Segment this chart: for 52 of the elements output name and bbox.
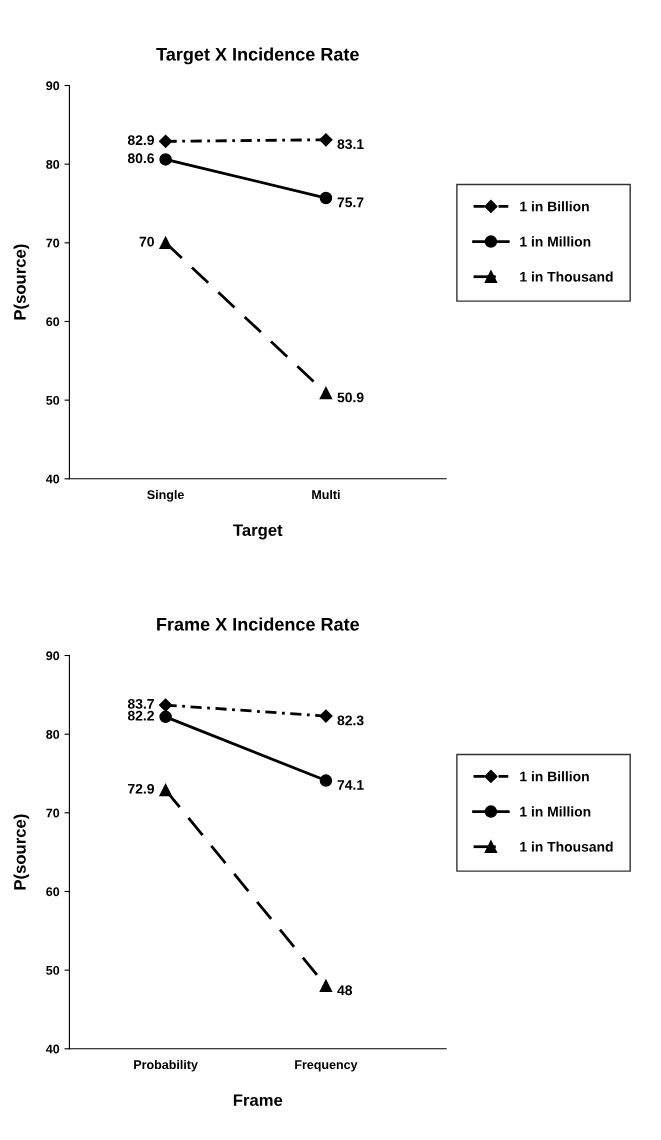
legend-label: 1 in Million bbox=[520, 236, 591, 247]
point bbox=[319, 979, 333, 993]
x-tick-label: Single bbox=[147, 489, 184, 502]
y-tick-label: 40 bbox=[45, 474, 60, 484]
legend-label: 1 in Thousand bbox=[520, 271, 613, 282]
point bbox=[159, 710, 172, 724]
data-label: 75.7 bbox=[337, 197, 364, 208]
legend-label: 1 in Billion bbox=[520, 201, 589, 212]
data-label: 82.2 bbox=[127, 710, 154, 721]
data-label: 80.6 bbox=[127, 153, 154, 164]
point bbox=[159, 236, 172, 250]
data-label: 82.9 bbox=[127, 135, 154, 146]
data-label: 82.3 bbox=[337, 715, 364, 726]
y-tick-label: 80 bbox=[46, 729, 60, 739]
point bbox=[159, 134, 173, 148]
data-label: 74.1 bbox=[337, 780, 364, 790]
x-axis-title: Target bbox=[233, 524, 283, 540]
point bbox=[319, 133, 333, 147]
chart-title: Frame X Incidence Rate bbox=[157, 617, 360, 631]
x-axis-title: Frame bbox=[233, 1094, 283, 1107]
point bbox=[319, 386, 333, 400]
point bbox=[159, 783, 172, 797]
y-tick-label: 40 bbox=[45, 1044, 60, 1054]
y-tick-label: 70 bbox=[46, 808, 60, 818]
point bbox=[319, 191, 333, 205]
x-tick-label: Probability bbox=[134, 1059, 198, 1072]
legend-label: 1 in Million bbox=[520, 806, 591, 817]
y-axis-title: P(source) bbox=[13, 244, 30, 320]
point bbox=[159, 153, 172, 166]
y-axis-title: P(source) bbox=[13, 814, 30, 890]
y-tick-label: 70 bbox=[46, 238, 60, 248]
data-label: 70 bbox=[139, 236, 154, 247]
y-tick-label: 90 bbox=[46, 651, 60, 661]
point bbox=[319, 709, 333, 723]
data-label: 72.9 bbox=[128, 783, 154, 794]
data-label: 50.9 bbox=[337, 392, 364, 403]
data-label: 48 bbox=[337, 985, 353, 996]
y-tick-label: 90 bbox=[46, 81, 60, 91]
x-tick-label: Multi bbox=[312, 489, 340, 500]
data-label: 83.1 bbox=[337, 139, 364, 150]
legend-label: 1 in Thousand bbox=[520, 841, 613, 852]
y-tick-label: 80 bbox=[46, 159, 60, 169]
x-tick-label: Frequency bbox=[295, 1060, 358, 1072]
data-label: 83.7 bbox=[127, 698, 154, 709]
legend-label: 1 in Billion bbox=[520, 771, 589, 782]
point bbox=[319, 774, 333, 787]
point bbox=[159, 698, 173, 712]
y-tick-label: 60 bbox=[46, 887, 60, 897]
y-tick-label: 50 bbox=[46, 395, 60, 405]
y-tick-label: 50 bbox=[46, 965, 60, 975]
chart-title: Target X Incidence Rate bbox=[156, 47, 359, 65]
y-tick-label: 60 bbox=[46, 317, 60, 327]
